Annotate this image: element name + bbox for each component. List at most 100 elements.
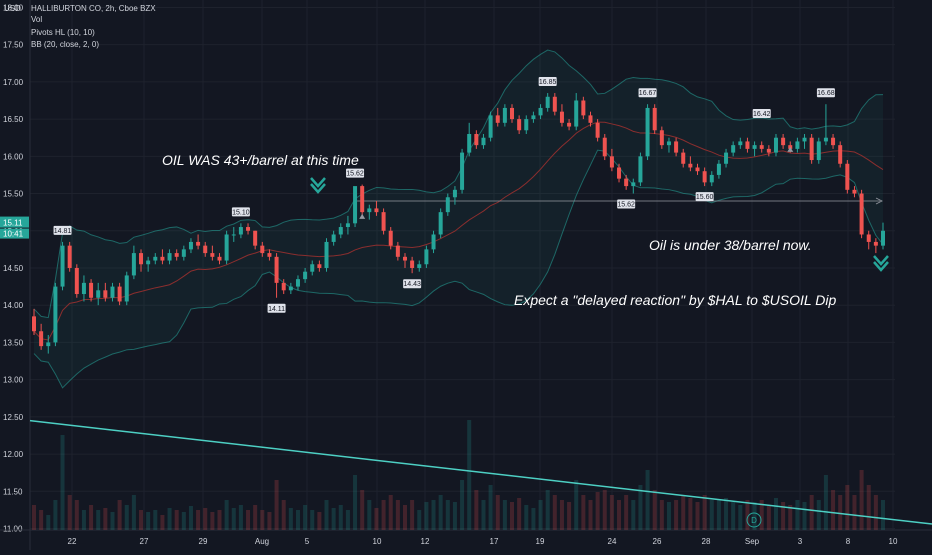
volume-bar (716, 500, 721, 530)
candle-body (766, 148, 771, 153)
x-tick-label: 19 (536, 537, 545, 546)
support-arrow-icon (875, 197, 883, 205)
volume-bar (695, 502, 700, 530)
pivot-label-box (231, 207, 250, 217)
x-tick-label: 8 (846, 537, 851, 546)
pivot-label: 14.11 (268, 306, 285, 313)
candle-body (96, 290, 101, 298)
volume-bar (224, 500, 229, 530)
x-tick-label: 24 (608, 537, 617, 546)
volume-bar (567, 502, 572, 530)
down-arrow-icon (873, 255, 889, 272)
candle-body (310, 264, 315, 272)
volume-bar (617, 500, 622, 530)
candle-body (773, 137, 778, 153)
pivot-label: 14.43 (403, 281, 421, 288)
volume-bar (766, 505, 771, 530)
y-tick-label: 11.00 (3, 525, 23, 534)
volume-bar (253, 505, 258, 530)
candle-body (417, 264, 422, 268)
pivot-label: 16.68 (817, 90, 835, 97)
candle-body (374, 208, 379, 213)
volume-bar (502, 500, 507, 530)
candle-body (181, 249, 186, 257)
y-tick-label: 17.00 (3, 78, 24, 87)
y-tick-label: 15.50 (3, 190, 24, 199)
candle-body (731, 145, 736, 153)
volume-bar (417, 510, 422, 530)
volume-bar (238, 505, 243, 530)
pivot-label-box (695, 192, 714, 202)
candle-body (602, 137, 607, 157)
volume-bar (360, 490, 365, 530)
volume-bar (759, 500, 764, 530)
volume-bar (823, 475, 828, 530)
volume-bar (96, 510, 101, 530)
pivots-indicator-label[interactable]: Pivots HL (10, 10) (31, 28, 95, 37)
volume-bar (345, 510, 350, 530)
candle-body (124, 275, 129, 302)
pivot-label-box (346, 168, 365, 178)
candle-body (538, 107, 543, 116)
volume-bar (510, 502, 515, 530)
candle-body (89, 282, 94, 298)
candle-body (117, 286, 122, 302)
bb-indicator-label[interactable]: BB (20, close, 2, 0) (31, 40, 100, 49)
volume-bar (816, 500, 821, 530)
annotation-oil-now: Oil is under 38/barrel now. (649, 237, 812, 253)
volume-bar (110, 512, 115, 530)
volume-bar (495, 495, 500, 530)
candle-body (645, 107, 650, 157)
countdown-label: 10:41 (3, 230, 24, 239)
volume-bar (752, 502, 757, 530)
volume-bar (60, 435, 65, 530)
candle-body (167, 253, 172, 261)
volume-bar (517, 498, 522, 530)
candle-body (103, 290, 108, 298)
candle-body (852, 189, 857, 194)
volume-bar (624, 495, 629, 530)
candle-body (816, 141, 821, 161)
volume-indicator-label[interactable]: Vol (31, 15, 43, 24)
candle-body (809, 137, 814, 161)
candle-body (595, 122, 600, 138)
pivot-label-box (267, 303, 286, 313)
volume-bar (160, 515, 165, 530)
x-tick-label: 10 (889, 537, 898, 546)
volume-bar (32, 505, 36, 530)
candle-body (759, 145, 764, 149)
trendline (29, 419, 932, 525)
volume-bar (452, 502, 457, 530)
volume-bar (467, 420, 472, 530)
volume-bar (81, 510, 86, 530)
candle-body (838, 145, 843, 164)
volume-bar (53, 500, 58, 530)
y-tick-label: 14.50 (3, 264, 24, 273)
candle-body (345, 223, 350, 228)
candle-body (410, 260, 415, 268)
candle-body (424, 249, 429, 265)
volume-bar (217, 510, 222, 530)
candle-body (81, 282, 86, 295)
volume-bar (831, 490, 836, 530)
x-tick-label: 28 (702, 537, 711, 546)
candle-body (338, 227, 343, 235)
volume-bar (859, 470, 864, 530)
volume-bar (702, 495, 707, 530)
candle-body (388, 230, 393, 246)
candle-body (60, 245, 65, 287)
candle-body (360, 186, 365, 213)
candle-body (574, 100, 579, 127)
candle-body (431, 234, 436, 250)
volume-bar (103, 508, 108, 530)
volume-bar (852, 495, 857, 530)
y-tick-label: 13.00 (3, 376, 24, 385)
series-title[interactable]: HALLIBURTON CO, 2h, Cboe BZX (31, 4, 156, 13)
volume-bar (638, 485, 643, 530)
candle-body (624, 178, 629, 187)
volume-bar (460, 480, 465, 530)
x-tick-label: 10 (373, 537, 382, 546)
